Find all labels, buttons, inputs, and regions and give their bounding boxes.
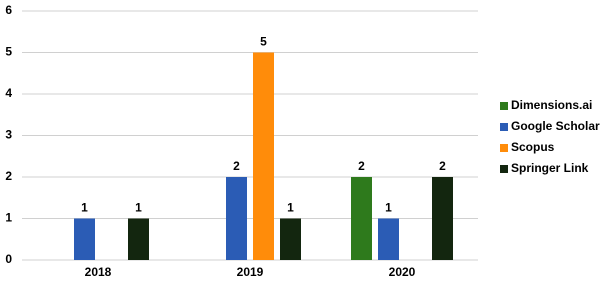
legend-swatch	[500, 123, 508, 131]
bar	[351, 177, 372, 260]
legend-label: Springer Link	[511, 161, 589, 175]
data-label: 2	[233, 159, 240, 173]
y-tick-label: 0	[5, 252, 12, 266]
y-tick-label: 2	[5, 169, 12, 183]
data-label: 1	[287, 201, 294, 215]
legend-label: Google Scholar	[511, 119, 600, 133]
data-label: 2	[358, 159, 365, 173]
legend-swatch	[500, 102, 508, 110]
y-tick-label: 4	[5, 86, 12, 100]
bar	[253, 52, 274, 260]
bar	[280, 218, 301, 260]
y-tick-label: 1	[5, 211, 12, 225]
y-tick-label: 6	[5, 3, 12, 17]
legend-swatch	[500, 144, 508, 152]
data-label: 2	[439, 159, 446, 173]
y-tick-label: 3	[5, 128, 12, 142]
bar	[226, 177, 247, 260]
data-label: 1	[135, 201, 142, 215]
legend-label: Scopus	[511, 140, 555, 154]
legend-label: Dimensions.ai	[511, 98, 592, 112]
bar	[128, 218, 149, 260]
legend-swatch	[500, 165, 508, 173]
x-tick-label: 2018	[85, 265, 112, 279]
y-tick-label: 5	[5, 45, 12, 59]
data-label: 1	[385, 201, 392, 215]
bar	[378, 218, 399, 260]
bar	[74, 218, 95, 260]
data-label: 1	[81, 201, 88, 215]
x-tick-label: 2020	[389, 265, 416, 279]
bar	[432, 177, 453, 260]
data-label: 5	[260, 35, 267, 49]
x-tick-label: 2019	[237, 265, 264, 279]
